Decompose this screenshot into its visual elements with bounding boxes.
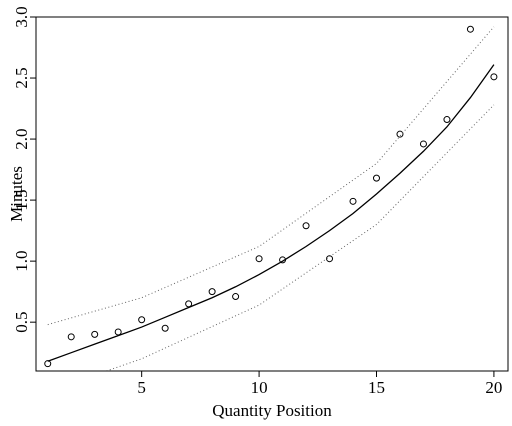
data-point — [490, 73, 498, 81]
lower-confidence-band — [106, 104, 495, 371]
x-tick-label: 5 — [137, 378, 146, 397]
data-point — [396, 130, 404, 138]
y-tick-label: 0.5 — [12, 312, 31, 333]
data-point — [208, 288, 216, 296]
x-tick-label: 15 — [368, 378, 385, 397]
data-point — [67, 333, 75, 341]
data-point — [44, 360, 52, 368]
data-point — [161, 324, 169, 332]
plot-data-layer — [44, 25, 498, 371]
y-tick-label: 1.5 — [12, 189, 31, 210]
y-tick-label: 2.5 — [12, 67, 31, 88]
data-point — [114, 328, 122, 336]
y-tick-label: 2.0 — [12, 128, 31, 149]
axes-layer: 5 10 15 20 0.5 1.0 1.5 2.0 2.5 3.0 — [12, 6, 502, 397]
data-point — [443, 116, 451, 124]
data-point — [372, 174, 380, 182]
data-point — [466, 25, 474, 33]
data-point — [138, 316, 146, 324]
x-axis-title: Quantity Position — [212, 401, 332, 420]
y-tick-label: 1.0 — [12, 251, 31, 272]
data-point — [91, 330, 99, 338]
data-point — [302, 222, 310, 230]
data-point — [326, 255, 334, 263]
x-tick-label: 20 — [485, 378, 502, 397]
y-axis-title: Minutes — [7, 166, 26, 222]
data-point — [419, 140, 427, 148]
x-tick-label: 10 — [251, 378, 268, 397]
data-point — [255, 255, 263, 263]
upper-confidence-band — [47, 26, 495, 326]
data-point — [232, 293, 240, 301]
data-point — [349, 197, 357, 205]
y-tick-label: 3.0 — [12, 6, 31, 27]
plot-frame — [35, 16, 509, 372]
fit-curve — [47, 64, 495, 362]
